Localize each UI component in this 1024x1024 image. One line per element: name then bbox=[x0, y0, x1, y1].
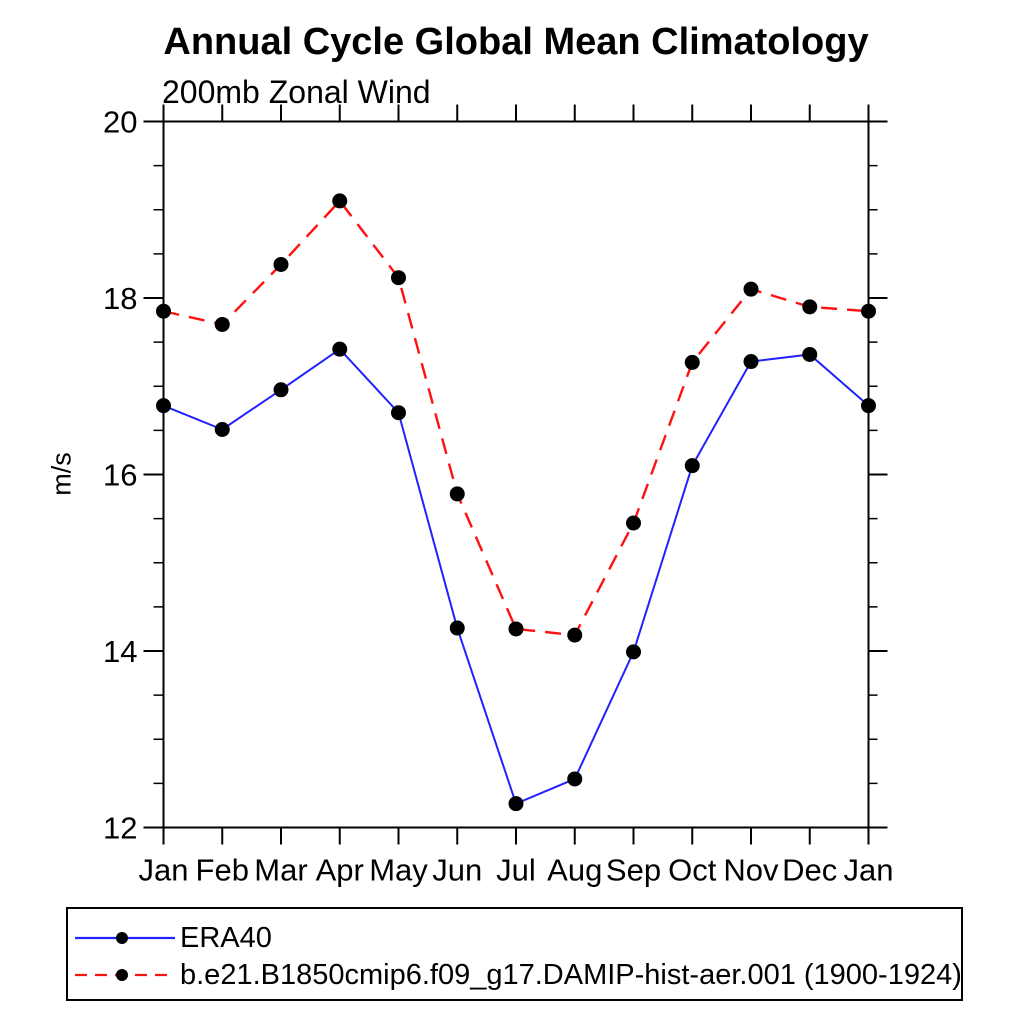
data-point-marker bbox=[273, 256, 289, 272]
chart-subtitle: 200mb Zonal Wind bbox=[162, 74, 431, 110]
data-point-marker bbox=[508, 621, 524, 637]
data-point-marker bbox=[156, 398, 171, 414]
data-point-marker bbox=[802, 346, 818, 362]
legend-line-sample-dashed bbox=[75, 969, 175, 981]
data-point-marker bbox=[684, 354, 700, 370]
data-point-marker bbox=[391, 270, 406, 286]
x-tick-label: Sep bbox=[606, 853, 661, 888]
x-tick-label: Dec bbox=[782, 853, 837, 888]
x-tick-label: Jun bbox=[432, 853, 482, 888]
plot-frame bbox=[162, 120, 870, 829]
data-point-marker bbox=[156, 303, 171, 319]
data-point-marker bbox=[567, 627, 583, 643]
data-point-marker bbox=[332, 193, 348, 209]
x-tick-label: Aug bbox=[547, 853, 602, 888]
legend-sample-marker bbox=[116, 969, 128, 981]
legend-box: ERA40 b.e21.B1850cmip6.f09_g17.DAMIP-his… bbox=[66, 907, 963, 1001]
data-point-marker bbox=[508, 796, 524, 812]
data-point-marker bbox=[861, 398, 876, 414]
data-point-marker bbox=[743, 354, 759, 370]
x-tick-label: May bbox=[369, 853, 428, 888]
data-point-marker bbox=[214, 421, 230, 437]
data-point-marker bbox=[861, 303, 876, 319]
series-line-b bbox=[163, 199, 869, 637]
x-tick-label: Jul bbox=[496, 853, 536, 888]
data-point-marker bbox=[449, 486, 465, 502]
legend-label: b.e21.B1850cmip6.f09_g17.DAMIP-hist-aer.… bbox=[180, 958, 962, 991]
data-point-marker bbox=[332, 341, 348, 357]
data-point-marker bbox=[449, 620, 465, 636]
legend-label: ERA40 bbox=[180, 921, 272, 954]
data-point-marker bbox=[743, 281, 759, 297]
chart-title: Annual Cycle Global Mean Climatology bbox=[163, 21, 869, 63]
x-tick-label: Apr bbox=[316, 853, 364, 888]
y-tick-label: 14 bbox=[103, 634, 137, 669]
y-tick-label: 12 bbox=[103, 811, 137, 846]
legend-sample-marker bbox=[116, 932, 128, 944]
x-tick-label: Jan bbox=[844, 853, 894, 888]
x-tick-label: Feb bbox=[196, 853, 249, 888]
legend-line-sample-solid bbox=[75, 932, 175, 944]
data-point-marker bbox=[626, 644, 641, 660]
data-point-marker bbox=[802, 299, 818, 315]
y-tick-label: 20 bbox=[103, 105, 137, 140]
legend-entry-era40: ERA40 bbox=[73, 922, 272, 954]
data-point-marker bbox=[684, 458, 700, 474]
data-point-marker bbox=[273, 382, 289, 398]
y-tick-label: 18 bbox=[103, 281, 137, 316]
x-tick-label: Oct bbox=[668, 853, 717, 888]
data-point-marker bbox=[214, 316, 230, 332]
x-tick-label: Nov bbox=[723, 853, 779, 888]
y-tick-label: 16 bbox=[103, 458, 137, 493]
legend-entry-model-run: b.e21.B1850cmip6.f09_g17.DAMIP-hist-aer.… bbox=[73, 959, 962, 991]
data-point-marker bbox=[626, 515, 641, 531]
x-tick-label: Mar bbox=[254, 853, 307, 888]
y-axis-title: m/s bbox=[46, 452, 77, 496]
data-point-marker bbox=[391, 405, 406, 421]
series-line-era40 bbox=[163, 347, 870, 806]
data-point-marker bbox=[567, 771, 583, 787]
x-tick-label: Jan bbox=[139, 853, 189, 888]
